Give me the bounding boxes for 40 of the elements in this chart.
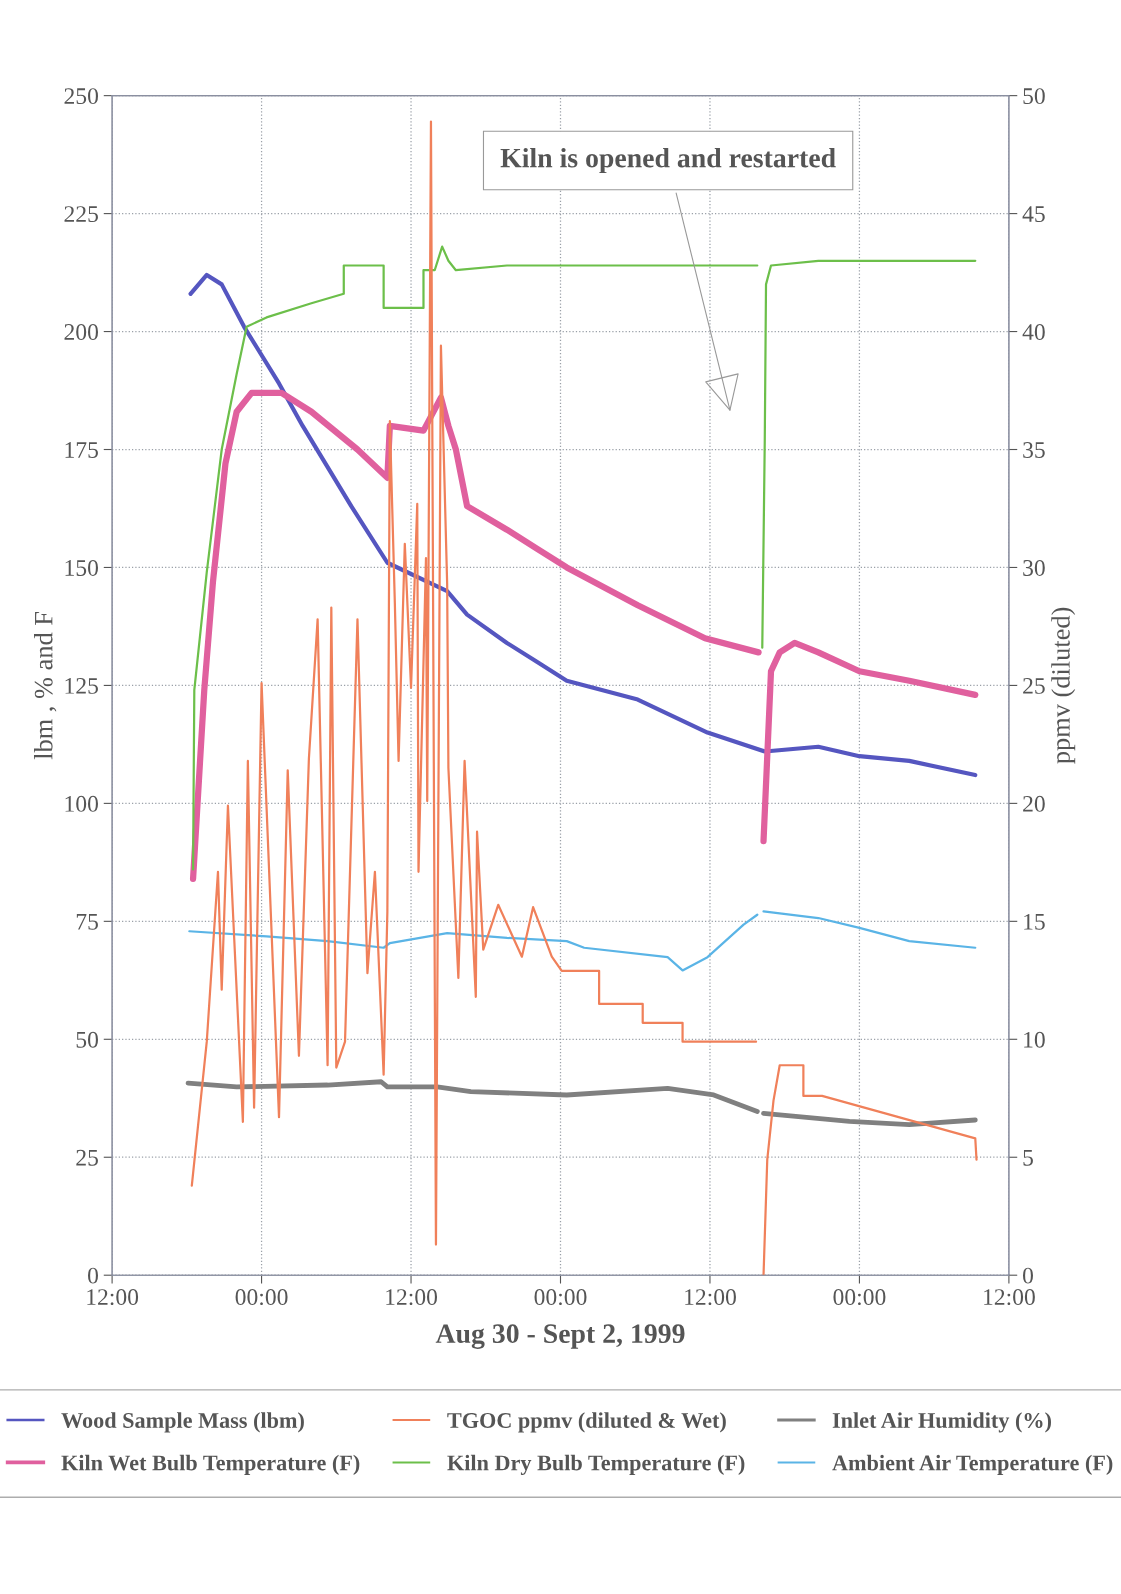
y2-tick-label: 10 (1024, 1031, 1045, 1048)
y-tick-label: 250 (64, 88, 99, 105)
legend-label: Wood Sample Mass (lbm) (61, 1412, 304, 1433)
x-tick-label: 12:00 (685, 1289, 736, 1306)
legend-label: Inlet Air Humidity (%) (832, 1412, 1052, 1433)
y-tick-label: 0 (88, 1267, 99, 1284)
y-tick-label: 25 (76, 1149, 98, 1166)
y2-tick-label: 35 (1023, 442, 1045, 458)
legend-label: Ambient Air Temperature (F) (832, 1454, 1113, 1475)
x-tick-label: 00:00 (534, 1289, 587, 1306)
y-tick-label: 125 (65, 677, 98, 694)
y2-tick-label: 25 (1023, 677, 1045, 694)
legend-label: Kiln Dry Bulb Temperature (F) (447, 1454, 745, 1475)
y-tick-label: 100 (65, 795, 99, 812)
y-tick-label: 175 (65, 442, 98, 458)
line-series (188, 272, 978, 778)
y2-tick-label: 45 (1022, 206, 1045, 223)
annotation: Kiln is opened and restarted (500, 147, 836, 174)
y2-tick-label: 20 (1023, 795, 1045, 812)
y-tick-label: 50 (76, 1031, 99, 1048)
legend-label: Kiln Wet Bulb Temperature (F) (61, 1454, 360, 1475)
x-tick-label: 12:00 (87, 1289, 139, 1306)
y-tick-label: 75 (76, 914, 98, 930)
y2-tick-label: 40 (1022, 324, 1045, 340)
x-tick-label: 00:00 (235, 1289, 288, 1306)
x-tick-label: 12:00 (386, 1289, 438, 1306)
x-axis-title: Aug 30 - Sept 2, 1999 (435, 1324, 685, 1349)
y-axis-title: lbm , % and F (34, 611, 57, 760)
legend-label: TGOC ppmv (diluted & Wet) (447, 1412, 726, 1433)
y2-tick-label: 5 (1023, 1149, 1033, 1166)
x-tick-label: 12:00 (984, 1289, 1035, 1306)
y2-axis-title: ppmv (diluted) (1051, 607, 1076, 764)
y-tick-label: 150 (65, 559, 99, 576)
x-tick-label: 00:00 (833, 1289, 886, 1306)
y2-tick-label: 15 (1024, 913, 1045, 930)
y-tick-label: 200 (64, 324, 99, 340)
y2-tick-label: 0 (1022, 1267, 1033, 1284)
y2-tick-label: 50 (1023, 88, 1045, 105)
y-tick-label: 225 (64, 206, 98, 223)
y2-tick-label: 30 (1023, 559, 1045, 576)
